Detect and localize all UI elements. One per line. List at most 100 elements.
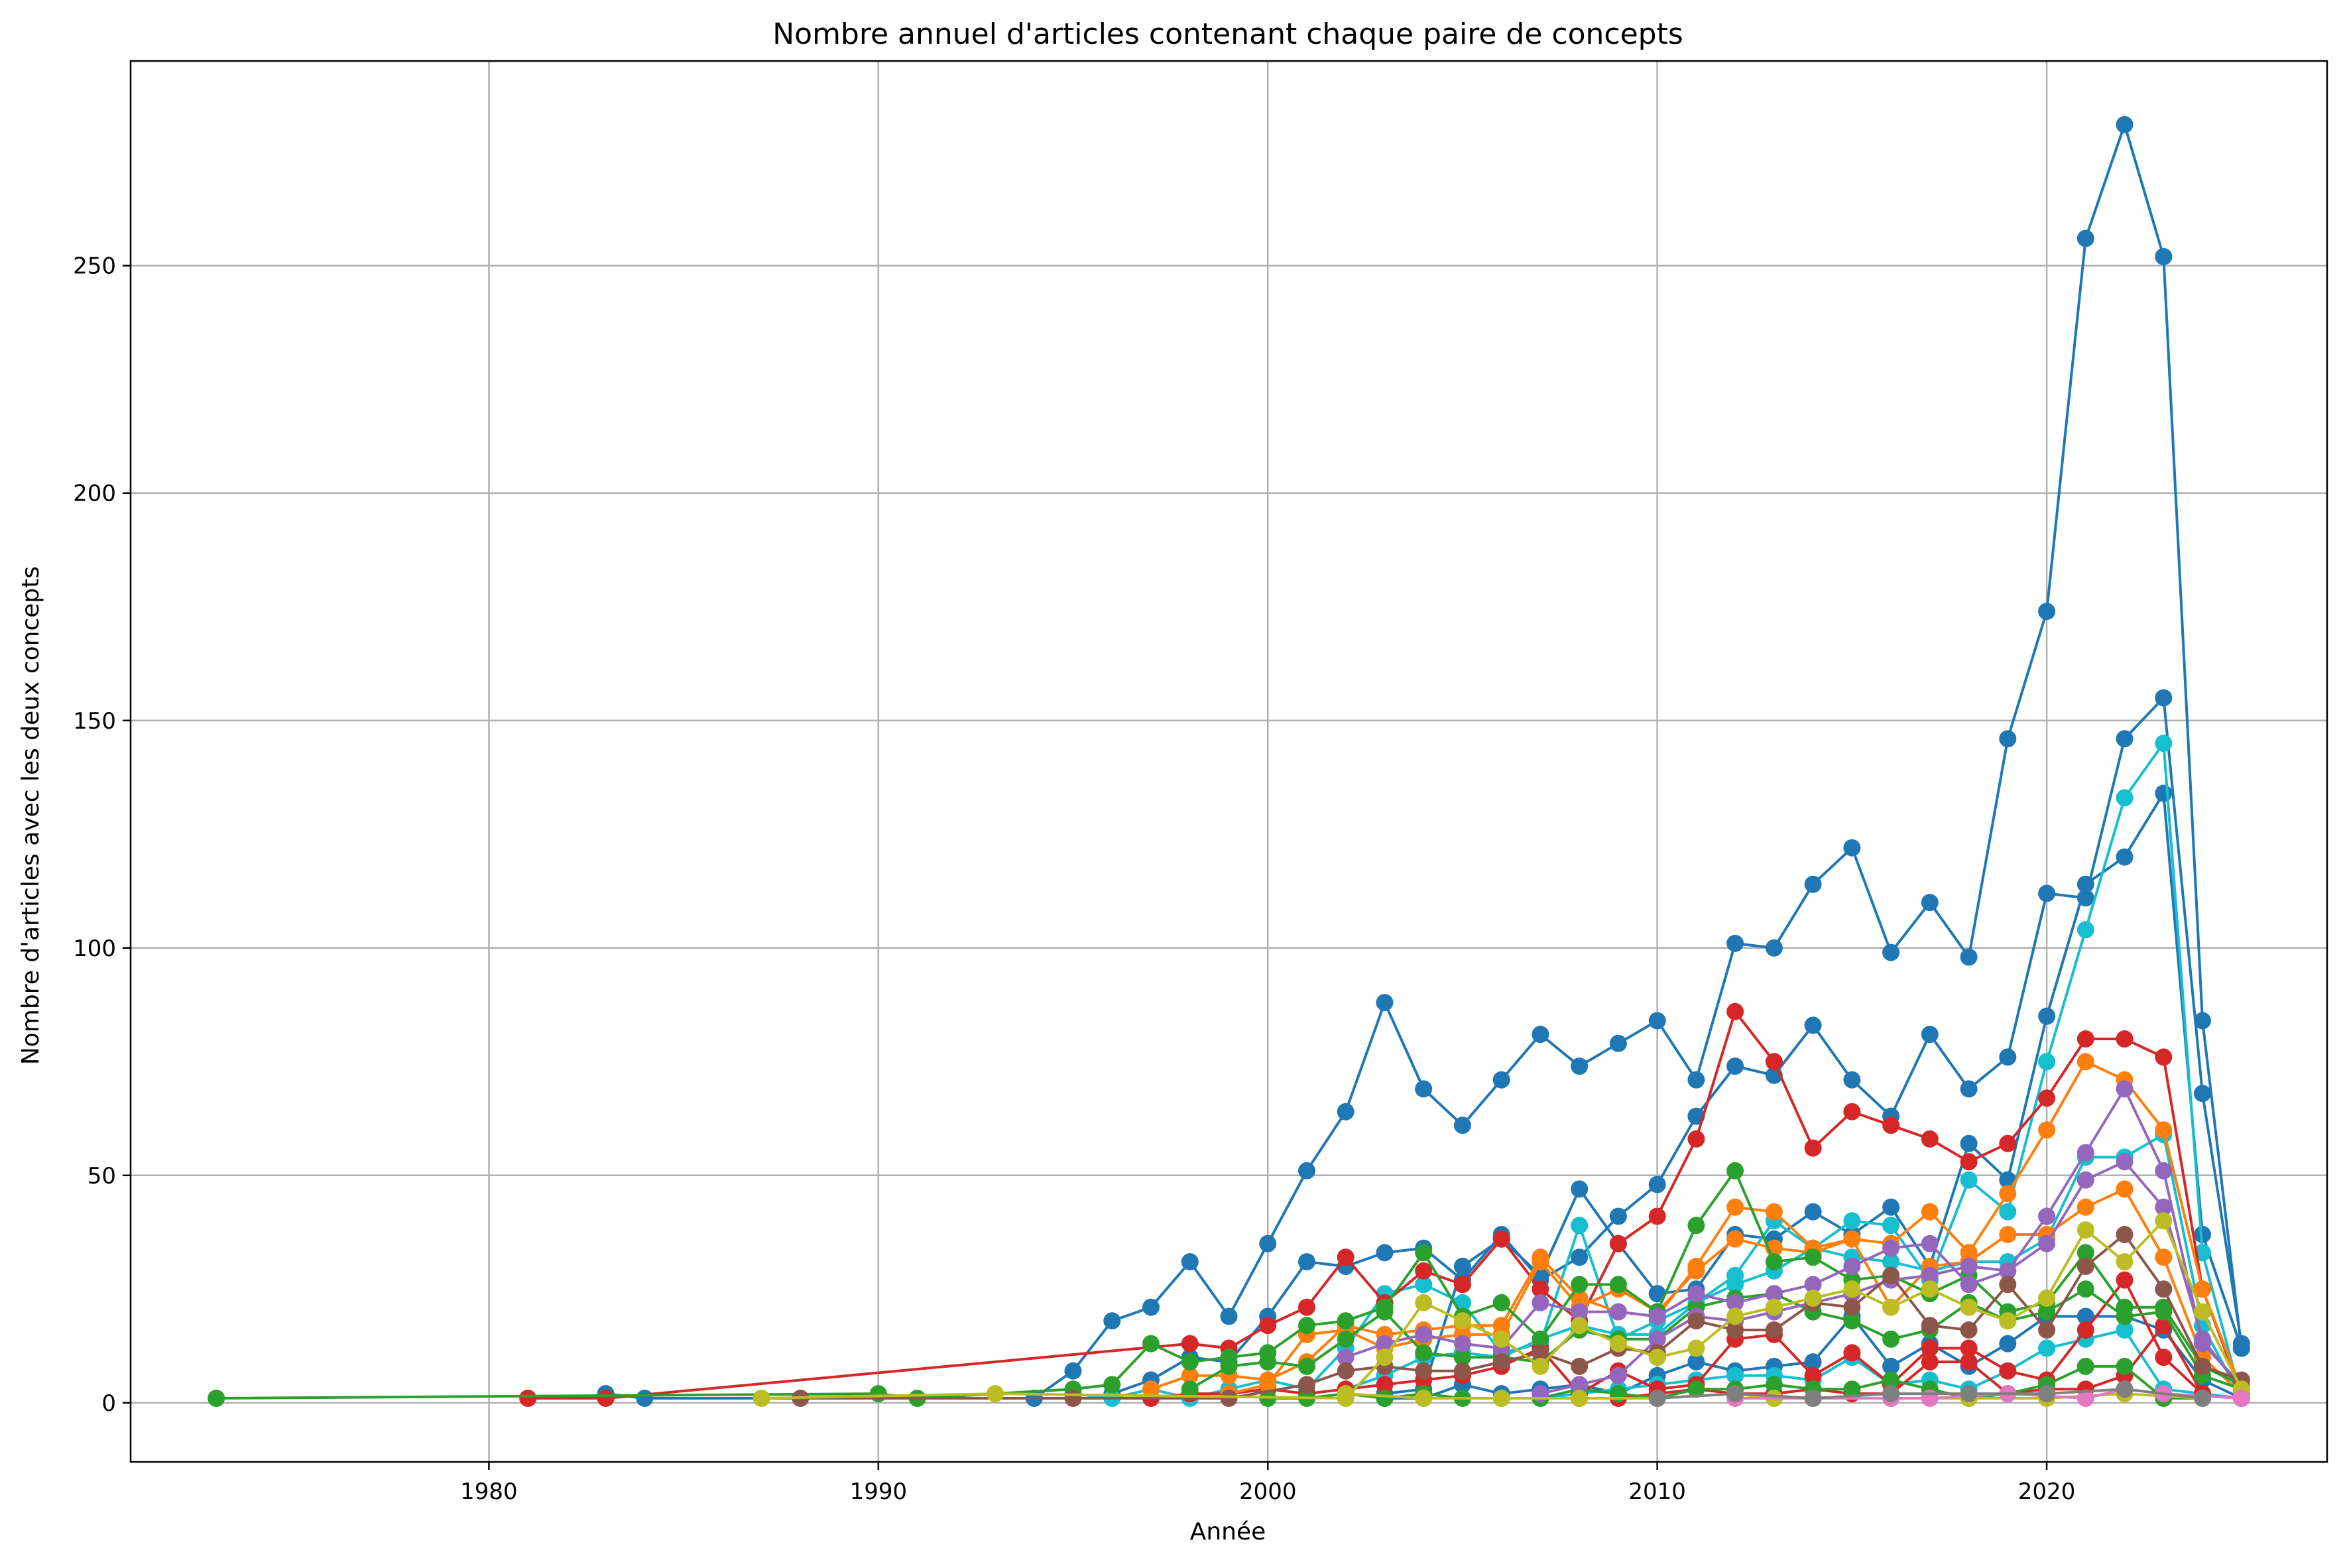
data-point [2155,1198,2173,1216]
data-point [1220,1307,1238,1325]
data-point [1181,1335,1199,1353]
data-point [1726,1385,1744,1403]
y-tick-label: 250 [73,253,116,280]
data-point [1804,1248,1822,1266]
data-point [2116,1180,2134,1198]
data-point [2155,1303,2173,1321]
data-point [1648,1012,1666,1030]
data-point [1843,1344,1861,1362]
data-point [1142,1335,1160,1353]
data-point [1999,1185,2017,1203]
data-point [1999,1226,2017,1243]
data-point [1532,1344,1549,1362]
data-point [1804,1290,1822,1307]
data-point [2038,1290,2056,1307]
data-point [1882,943,1900,961]
data-point [1415,1344,1433,1362]
data-point [1532,1280,1549,1298]
data-point [1726,1321,1744,1339]
data-point [1609,1034,1627,1052]
data-point [2038,1321,2056,1339]
data-point [2076,229,2094,247]
data-point [1492,1390,1510,1407]
data-point [1687,1380,1705,1398]
data-point [1571,1357,1589,1375]
data-point [1726,1162,1744,1179]
data-point [1571,1317,1589,1335]
data-point [1181,1380,1199,1398]
data-point [1648,1285,1666,1303]
data-point [1337,1362,1354,1380]
data-point [1298,1317,1315,1335]
data-point [1921,1026,1939,1044]
data-point [2155,1048,2173,1066]
data-point [1921,1235,1939,1252]
data-point [869,1385,887,1403]
data-point [1453,1335,1471,1353]
data-point [1298,1253,1315,1271]
data-point [1726,934,1744,952]
data-point [1921,1266,1939,1284]
data-point [1843,1103,1861,1120]
data-point [1337,1385,1354,1403]
data-point [1960,1276,1978,1294]
data-point [1960,1153,1978,1171]
data-point [1492,1353,1510,1371]
data-point [1415,1325,1433,1343]
data-point [208,1390,225,1407]
data-point [1492,1294,1510,1311]
data-point [2116,1307,2134,1325]
data-point [1882,1239,1900,1257]
data-point [1960,1385,1978,1403]
series-line [800,1233,2242,1400]
data-point [2038,1339,2056,1357]
data-point [2076,1198,2094,1216]
data-point [2038,1053,2056,1071]
data-point [1804,1353,1822,1371]
data-point [2194,1012,2211,1030]
data-point [1142,1380,1160,1398]
data-point [2232,1390,2250,1407]
data-point [1999,1203,2017,1221]
y-tick-label: 200 [73,481,116,507]
data-point [1532,1330,1549,1348]
data-point [597,1390,615,1407]
data-point [1181,1253,1199,1271]
data-point [1103,1376,1121,1394]
data-point [1726,1002,1744,1020]
data-point [2076,1244,2094,1262]
y-tick-label: 0 [101,1390,116,1417]
axis-ticks: 1980 1990 2000 2010 2020 0 50 100 150 200 250 [73,253,2075,1505]
data-point [1337,1248,1354,1266]
data-point [1064,1362,1082,1380]
data-point [1259,1235,1277,1252]
data-point [1726,1307,1744,1325]
data-point [2116,116,2134,133]
series-19 [752,1212,2250,1407]
data-point [1492,1071,1510,1089]
data-point [1376,1335,1394,1353]
data-point [1804,875,1822,893]
data-point [1376,1303,1394,1321]
data-point [1298,1376,1315,1394]
data-point [1843,1230,1861,1248]
data-point [1415,1294,1433,1311]
data-point [2076,1258,2094,1275]
data-point [2038,1303,2056,1321]
data-point [1960,1339,1978,1357]
data-point [1453,1276,1471,1294]
data-point [1804,1016,1822,1034]
data-point [519,1390,537,1407]
data-point [1921,1130,1939,1148]
data-point [2194,1357,2211,1375]
data-point [636,1390,654,1407]
data-point [1843,1071,1861,1089]
data-point [1181,1366,1199,1384]
data-point [2076,1144,2094,1162]
series-line [1150,1278,2204,1400]
data-point [1571,1057,1589,1075]
data-point [1960,1353,1978,1371]
x-axis-label: Année [1190,1518,1266,1545]
data-point [1882,1266,1900,1284]
data-point [752,1390,770,1407]
